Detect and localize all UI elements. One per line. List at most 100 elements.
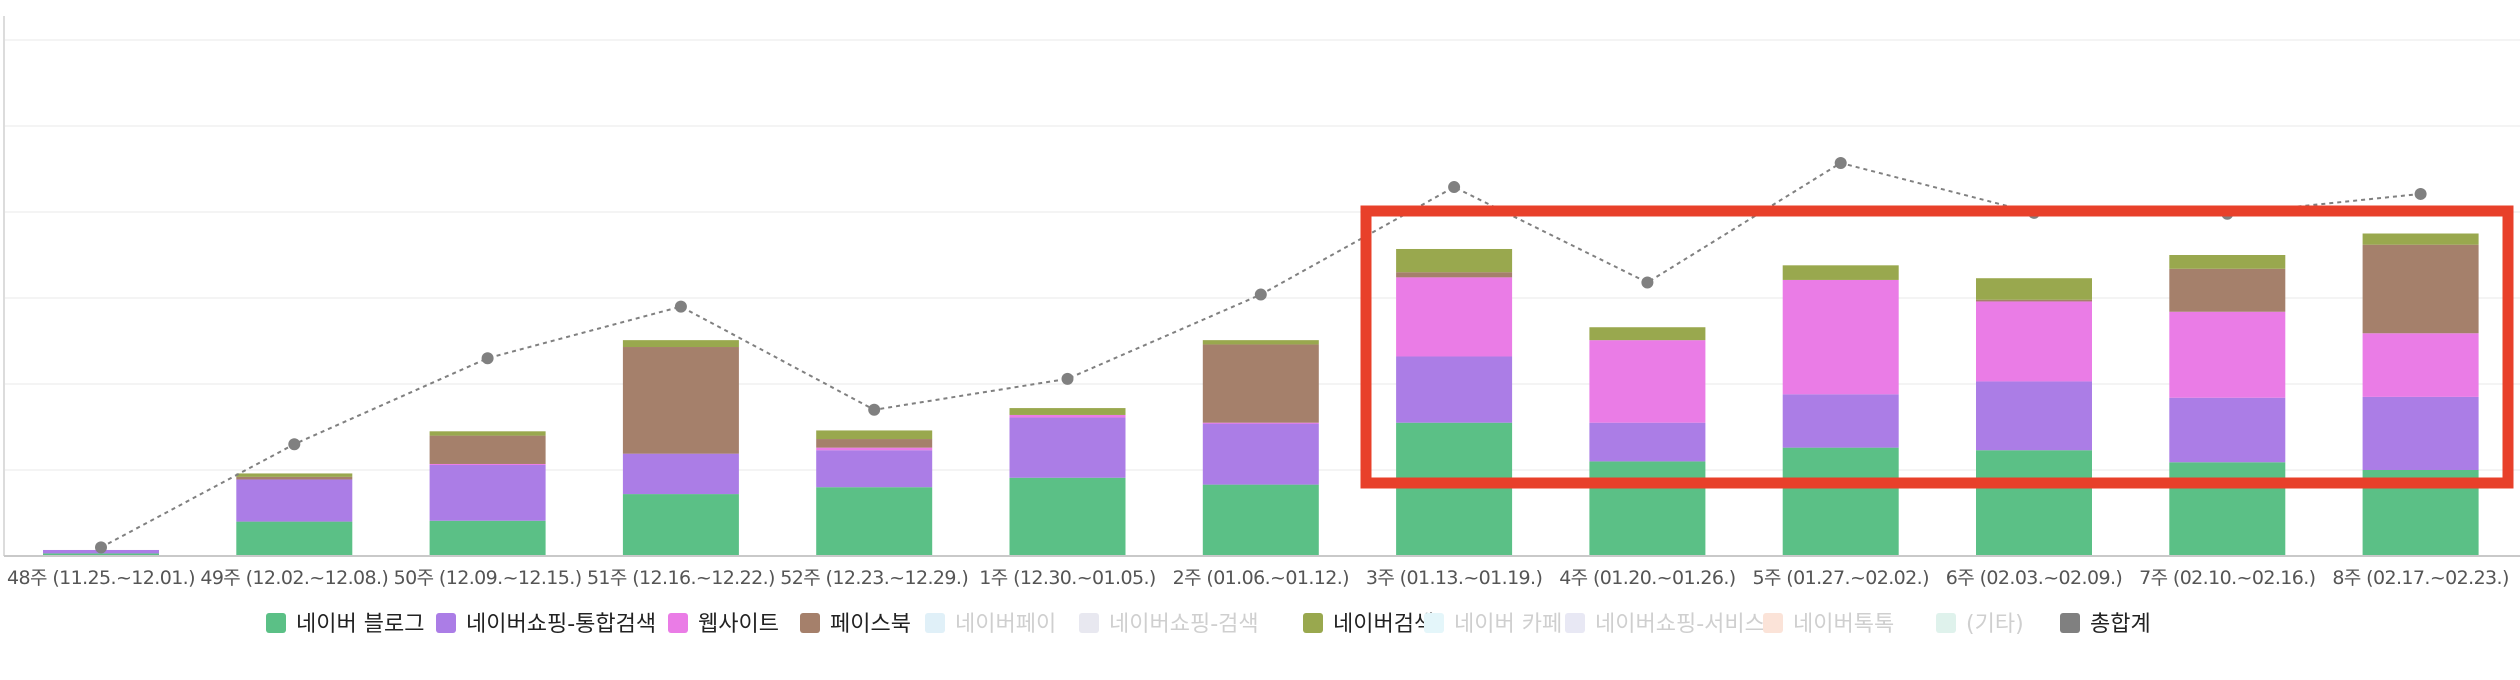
bar-segment[interactable] bbox=[1009, 477, 1126, 556]
total-point[interactable] bbox=[868, 403, 881, 416]
bar-segment[interactable] bbox=[1782, 447, 1899, 556]
bar-segment[interactable] bbox=[2169, 255, 2286, 269]
bar-segment[interactable] bbox=[429, 463, 546, 465]
bar-segment[interactable] bbox=[1782, 265, 1899, 280]
bar-segment[interactable] bbox=[816, 447, 933, 451]
legend-label: 네이버쇼핑-통합검색 bbox=[466, 612, 656, 637]
bar-segment[interactable] bbox=[1009, 417, 1126, 478]
x-tick-label: 51주 (12.16.~12.22.) bbox=[587, 567, 775, 589]
bar-segment[interactable] bbox=[1202, 344, 1319, 423]
bar-segment[interactable] bbox=[816, 439, 933, 448]
bar-segment[interactable] bbox=[1202, 423, 1319, 485]
bar-series bbox=[43, 233, 2479, 556]
total-point[interactable] bbox=[481, 352, 494, 365]
bar-segment[interactable] bbox=[622, 494, 739, 556]
legend-item[interactable]: 네이버 카페 bbox=[1424, 612, 1562, 637]
legend-label: 페이스북 bbox=[830, 612, 911, 637]
x-tick-label: 50주 (12.09.~12.15.) bbox=[394, 567, 582, 589]
total-point[interactable] bbox=[674, 300, 687, 313]
legend-item[interactable]: 총합계 bbox=[2060, 612, 2151, 637]
highlight-annotation bbox=[1360, 205, 2514, 489]
bar-segment[interactable] bbox=[1396, 356, 1513, 423]
bar-segment[interactable] bbox=[1976, 381, 2092, 451]
x-tick-label: 1주 (12.30.~01.05.) bbox=[979, 567, 1155, 589]
bar-segment[interactable] bbox=[1976, 299, 2092, 302]
total-point[interactable] bbox=[1254, 288, 1267, 301]
bar-segment[interactable] bbox=[429, 464, 546, 521]
bar-segment[interactable] bbox=[2169, 268, 2286, 312]
bar-segment[interactable] bbox=[43, 553, 159, 556]
bar-segment[interactable] bbox=[1976, 301, 2092, 382]
legend-item[interactable]: 네이버쇼핑-서비스 bbox=[1565, 612, 1765, 637]
bar-segment[interactable] bbox=[2169, 462, 2286, 556]
x-tick-label: 6주 (02.03.~02.09.) bbox=[1946, 567, 2122, 589]
legend-label: (기타) bbox=[1966, 612, 2024, 637]
legend-item[interactable]: 네이버쇼핑-검색 bbox=[1079, 612, 1259, 637]
legend-item[interactable]: 페이스북 bbox=[800, 612, 911, 637]
bar-segment[interactable] bbox=[2362, 244, 2479, 334]
bar-segment[interactable] bbox=[1202, 484, 1319, 556]
bar-segment[interactable] bbox=[1396, 422, 1513, 556]
legend-item[interactable]: 네이버 블로그 bbox=[266, 612, 424, 637]
bar-segment[interactable] bbox=[429, 435, 546, 464]
bar-segment[interactable] bbox=[1589, 461, 1706, 556]
legend-label: 네이버페이 bbox=[955, 612, 1056, 637]
legend-swatch bbox=[1763, 613, 1783, 633]
bar-segment[interactable] bbox=[1009, 414, 1126, 418]
total-point[interactable] bbox=[1448, 181, 1461, 194]
bar-segment[interactable] bbox=[622, 453, 739, 495]
bar-segment[interactable] bbox=[1009, 408, 1126, 415]
bar-segment[interactable] bbox=[236, 521, 353, 556]
x-tick-label: 7주 (02.10.~02.16.) bbox=[2139, 567, 2315, 589]
legend-swatch bbox=[1303, 613, 1323, 633]
bar-segment[interactable] bbox=[816, 450, 933, 488]
legend-item[interactable]: 네이버톡톡 bbox=[1763, 612, 1894, 637]
bar-segment[interactable] bbox=[1202, 422, 1319, 424]
legend-item[interactable]: 네이버페이 bbox=[925, 612, 1056, 637]
legend-item[interactable]: 웹사이트 bbox=[668, 612, 779, 637]
total-point[interactable] bbox=[288, 438, 301, 451]
bar-segment[interactable] bbox=[1396, 277, 1513, 357]
bar-segment[interactable] bbox=[236, 479, 353, 522]
bar-segment[interactable] bbox=[1396, 272, 1513, 278]
bar-segment[interactable] bbox=[1782, 394, 1899, 448]
total-point[interactable] bbox=[1834, 156, 1847, 169]
x-tick-label: 49주 (12.02.~12.08.) bbox=[200, 567, 388, 589]
bar-segment[interactable] bbox=[1976, 278, 2092, 300]
x-tick-label: 4주 (01.20.~01.26.) bbox=[1559, 567, 1735, 589]
bar-segment[interactable] bbox=[1589, 327, 1706, 341]
legend-item[interactable]: (기타) bbox=[1936, 612, 2024, 637]
total-point[interactable] bbox=[1641, 276, 1654, 289]
bar-segment[interactable] bbox=[622, 340, 739, 348]
bar-segment[interactable] bbox=[2362, 396, 2479, 470]
legend-item[interactable]: 네이버쇼핑-통합검색 bbox=[436, 612, 656, 637]
bar-segment[interactable] bbox=[1976, 450, 2092, 556]
bar-segment[interactable] bbox=[2169, 397, 2286, 463]
total-point[interactable] bbox=[1061, 372, 1074, 385]
x-tick-label: 48주 (11.25.~12.01.) bbox=[7, 567, 195, 589]
bar-segment[interactable] bbox=[622, 347, 739, 454]
legend-label: 네이버톡톡 bbox=[1793, 612, 1894, 637]
bar-segment[interactable] bbox=[816, 487, 933, 556]
x-axis: 48주 (11.25.~12.01.) 49주 (12.02.~12.08.) 50… bbox=[4, 555, 2520, 589]
total-point[interactable] bbox=[2414, 187, 2427, 200]
bar-segment[interactable] bbox=[236, 473, 353, 477]
bar-segment[interactable] bbox=[1782, 279, 1899, 395]
bar-segment[interactable] bbox=[236, 476, 353, 480]
total-point[interactable] bbox=[95, 541, 107, 554]
bar-segment[interactable] bbox=[2362, 233, 2479, 245]
bar-segment[interactable] bbox=[429, 431, 546, 436]
bar-segment[interactable] bbox=[2169, 311, 2286, 398]
legend-swatch bbox=[2060, 613, 2080, 633]
bar-segment[interactable] bbox=[1589, 422, 1706, 462]
bar-segment[interactable] bbox=[1589, 340, 1706, 423]
legend-item[interactable]: 네이버검색 bbox=[1303, 612, 1434, 637]
bar-segment[interactable] bbox=[816, 430, 933, 440]
bar-segment[interactable] bbox=[1202, 340, 1319, 345]
bar-segment[interactable] bbox=[1396, 248, 1513, 273]
legend-label: 네이버 카페 bbox=[1454, 612, 1562, 637]
bar-segment[interactable] bbox=[429, 520, 546, 556]
bar-segment[interactable] bbox=[2362, 333, 2479, 397]
